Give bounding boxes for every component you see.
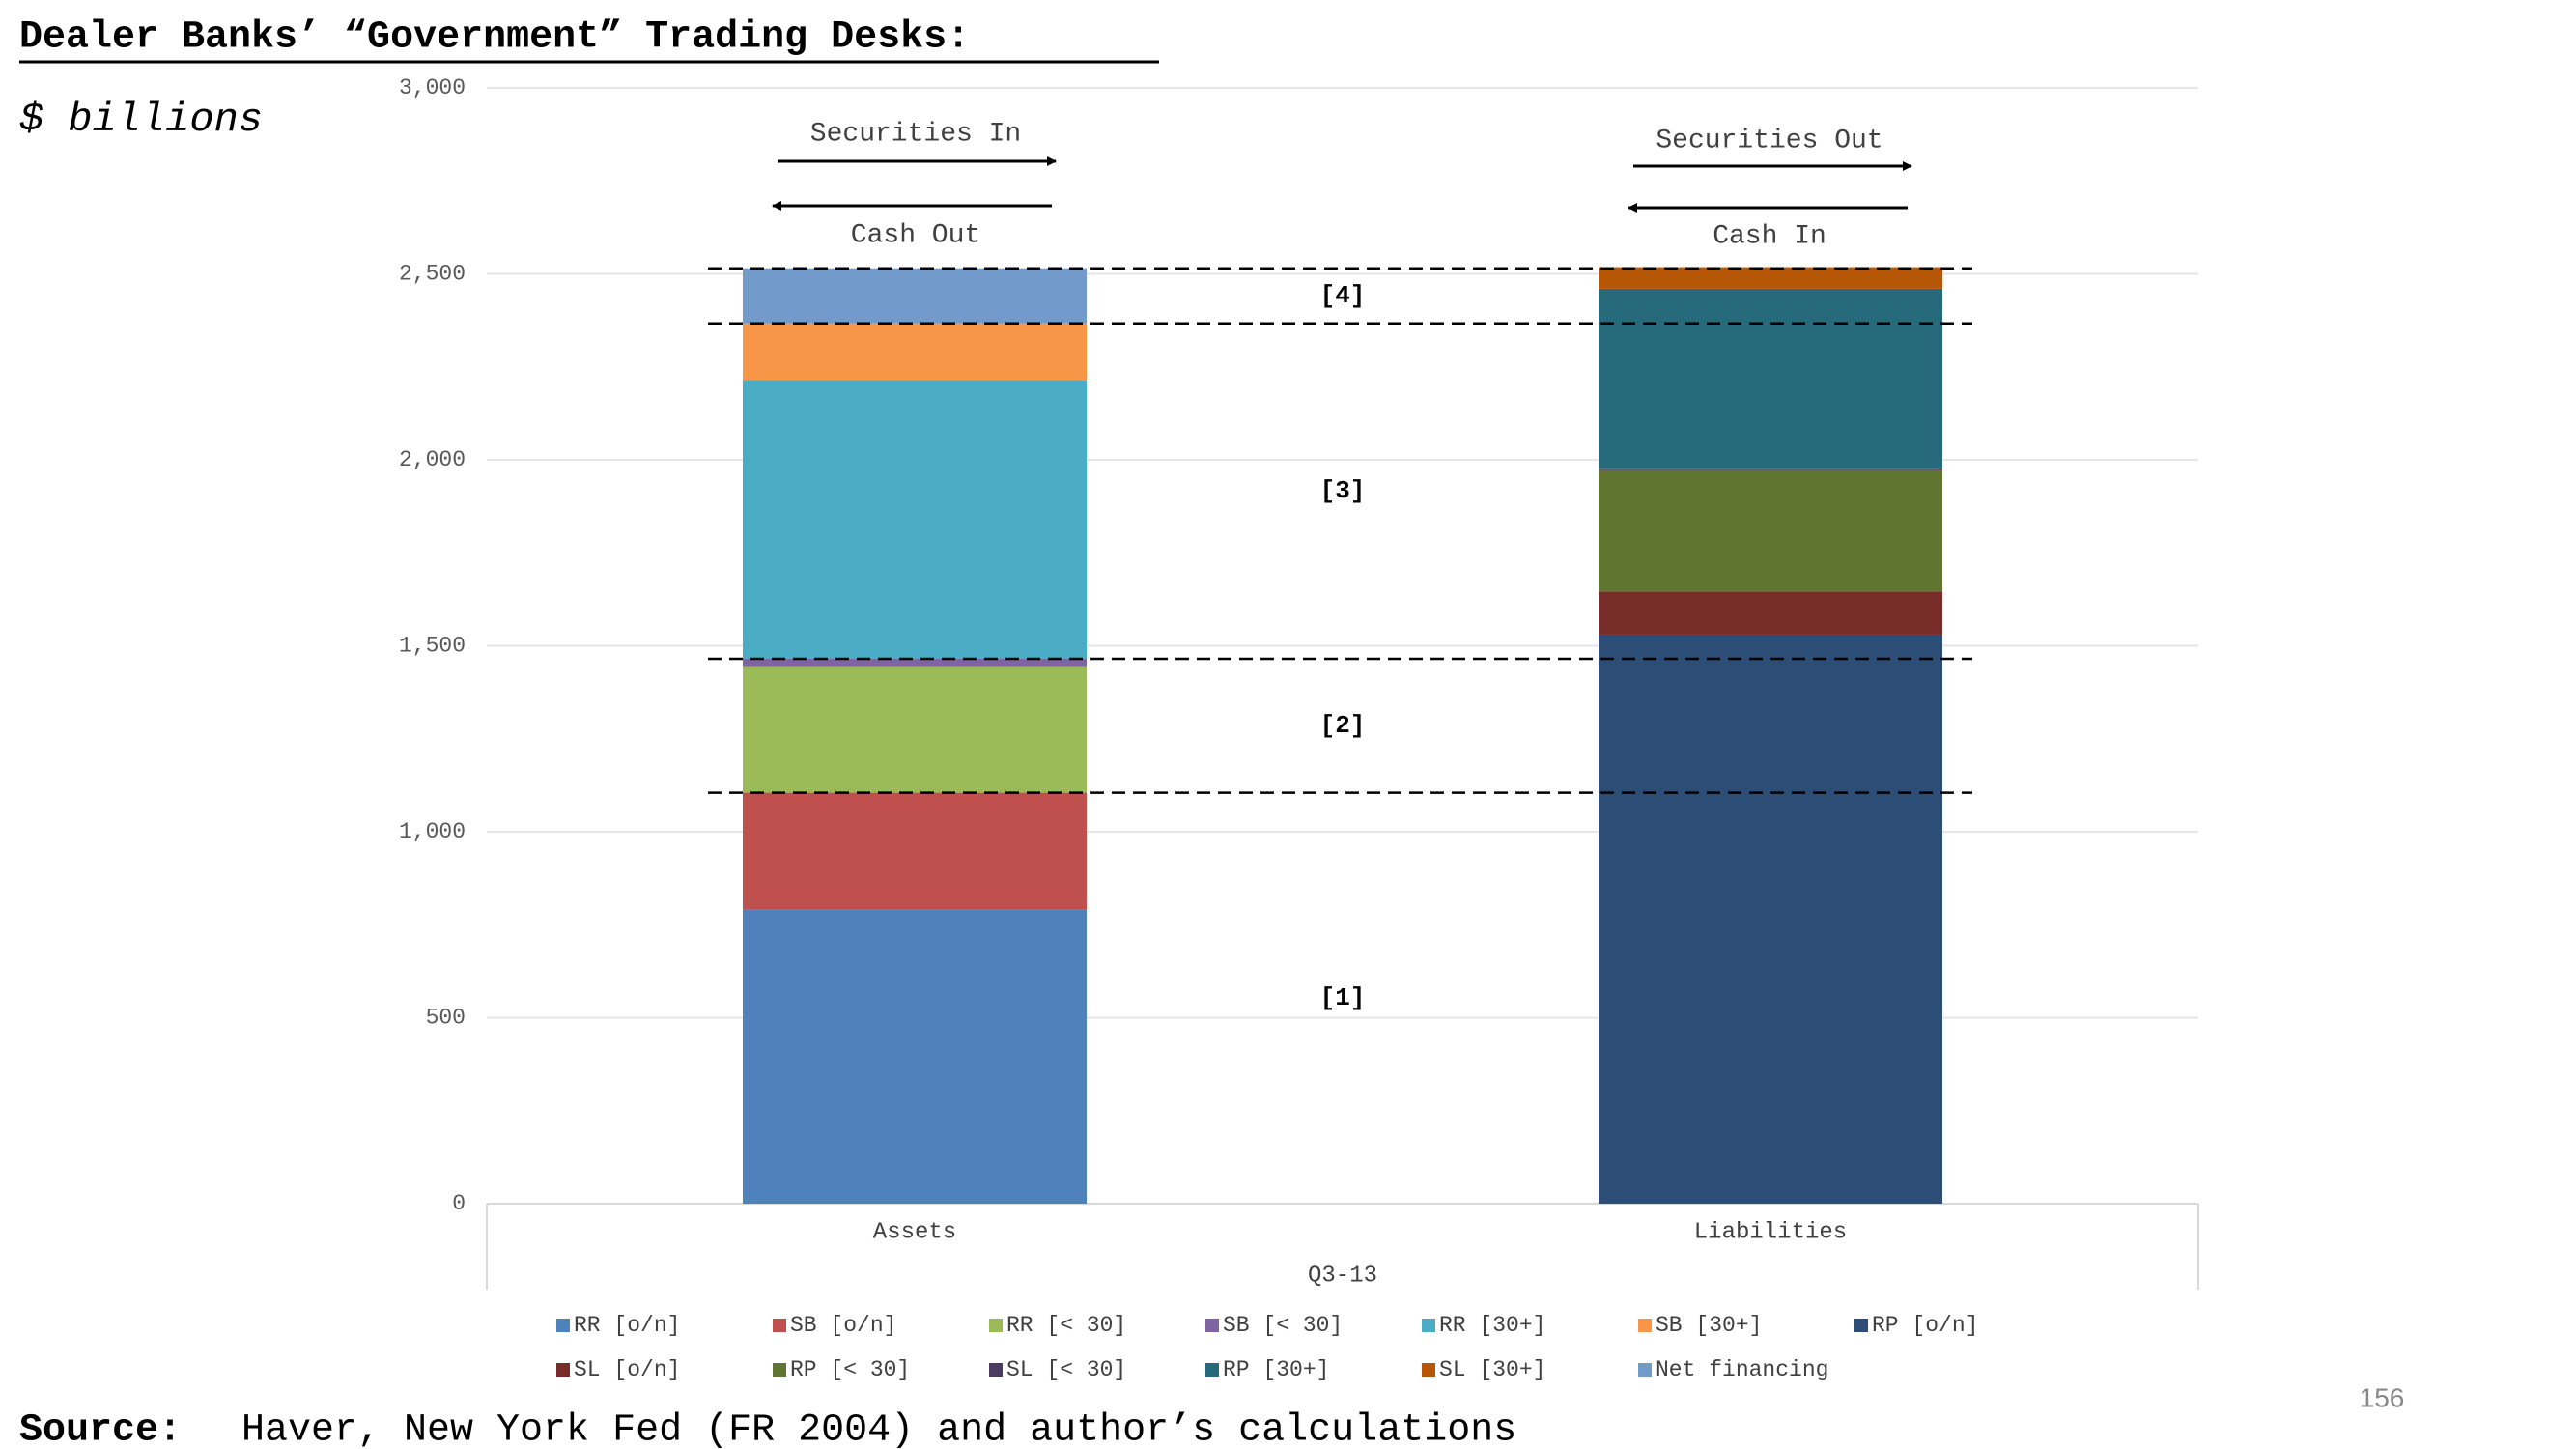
legend-swatch bbox=[1205, 1363, 1219, 1377]
bar-segment bbox=[743, 323, 1087, 381]
y-tick-label: 1,500 bbox=[399, 634, 466, 659]
legend-label: SB [o/n] bbox=[790, 1313, 896, 1338]
bracket-label: [2] bbox=[1320, 711, 1366, 740]
bar-segment bbox=[743, 792, 1087, 910]
legend-label: SL [30+] bbox=[1439, 1357, 1545, 1382]
bracket-label: [4] bbox=[1320, 281, 1366, 310]
legend-label: SL [o/n] bbox=[574, 1357, 680, 1382]
legend-swatch bbox=[989, 1319, 1003, 1332]
legend-swatch bbox=[1422, 1319, 1435, 1332]
legend-label: SL [< 30] bbox=[1006, 1357, 1126, 1382]
bar-segment bbox=[1599, 468, 1942, 470]
y-tick-label: 1,000 bbox=[399, 819, 466, 844]
chart-subtitle: $ billions bbox=[19, 97, 263, 143]
bar-segment bbox=[743, 666, 1087, 793]
legend-label: RR [< 30] bbox=[1006, 1313, 1126, 1338]
y-tick-label: 0 bbox=[452, 1191, 466, 1216]
legend-swatch bbox=[1205, 1319, 1219, 1332]
y-tick-label: 2,500 bbox=[399, 262, 466, 287]
flow-label: Cash In bbox=[1713, 221, 1826, 251]
bracket-label: [1] bbox=[1320, 983, 1366, 1012]
legend-label: SB [30+] bbox=[1656, 1313, 1762, 1338]
legend-label: RP [30+] bbox=[1223, 1357, 1329, 1382]
bar-segment bbox=[1599, 267, 1942, 289]
legend-label: RP [o/n] bbox=[1872, 1313, 1978, 1338]
y-tick-label: 3,000 bbox=[399, 75, 466, 100]
bar-segment bbox=[1599, 469, 1942, 592]
flow-label: Securities Out bbox=[1656, 126, 1882, 156]
x-tick-label: Liabilities bbox=[1694, 1219, 1847, 1245]
legend-swatch bbox=[1638, 1319, 1652, 1332]
bar-segment bbox=[743, 909, 1087, 1204]
legend-label: RP [< 30] bbox=[790, 1357, 910, 1382]
flow-label: Securities In bbox=[810, 119, 1021, 149]
legend-label: RR [o/n] bbox=[574, 1313, 680, 1338]
x-axis-title: Q3-13 bbox=[1308, 1263, 1377, 1289]
legend-swatch bbox=[1422, 1363, 1435, 1377]
page-number: 156 bbox=[2360, 1382, 2405, 1412]
bar-segment bbox=[743, 380, 1087, 659]
legend-label: RR [30+] bbox=[1439, 1313, 1545, 1338]
bar-segment bbox=[1599, 288, 1942, 469]
legend-label: Net financing bbox=[1656, 1357, 1828, 1382]
bar-segment bbox=[743, 658, 1087, 667]
source-text: Haver, New York Fed (FR 2004) and author… bbox=[241, 1409, 1516, 1449]
legend-swatch bbox=[773, 1319, 786, 1332]
legend-swatch bbox=[1638, 1363, 1652, 1377]
legend-label: SB [< 30] bbox=[1223, 1313, 1343, 1338]
legend-swatch bbox=[1854, 1319, 1868, 1332]
bar-segment bbox=[1599, 634, 1942, 1204]
y-tick-label: 2,000 bbox=[399, 447, 466, 472]
bar-segment bbox=[1599, 591, 1942, 635]
source-label: Source: bbox=[19, 1409, 182, 1449]
chart-title: Dealer Banks’ “Government” Trading Desks… bbox=[19, 16, 970, 60]
legend-swatch bbox=[989, 1363, 1003, 1377]
bar-segment bbox=[743, 268, 1087, 324]
x-tick-label: Assets bbox=[873, 1219, 956, 1245]
y-tick-label: 500 bbox=[426, 1006, 466, 1031]
bracket-label: [3] bbox=[1320, 476, 1366, 505]
legend-swatch bbox=[556, 1319, 570, 1332]
legend-swatch bbox=[556, 1363, 570, 1377]
flow-label: Cash Out bbox=[851, 220, 980, 250]
legend-swatch bbox=[773, 1363, 786, 1377]
